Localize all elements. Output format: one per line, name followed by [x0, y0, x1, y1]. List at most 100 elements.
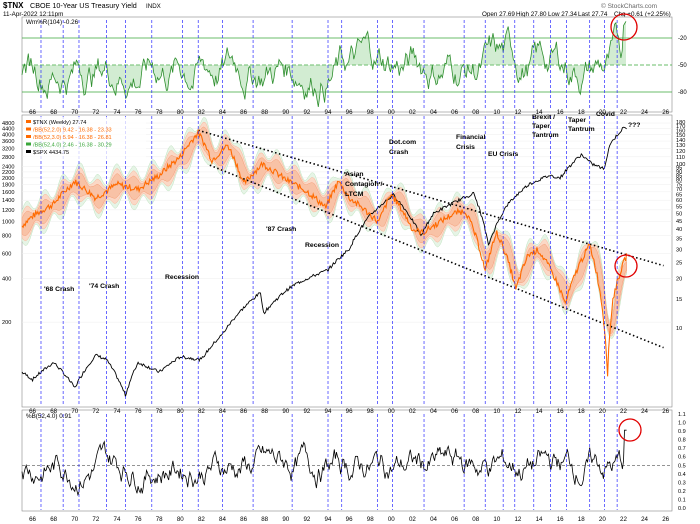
- x-tick-label-bottom: 80: [177, 516, 184, 523]
- x-tick-label-mid: 22: [620, 408, 627, 415]
- legend-entry: $SPX 4434.75: [33, 150, 69, 156]
- x-tick-label-mid: 80: [177, 408, 184, 415]
- percentb-tick-label: 1.1: [678, 412, 686, 418]
- percentb-tick-label: 0.5: [678, 463, 686, 469]
- x-tick-label-top: 18: [578, 109, 585, 116]
- legend-entry: $TNX (Weekly) 27.74: [33, 120, 86, 126]
- x-tick-label-mid: 96: [346, 408, 353, 415]
- annotation-financial: Financial: [456, 134, 486, 141]
- last-value: Last 27.74: [578, 11, 608, 18]
- percentb-tick-label: 0.4: [678, 472, 686, 478]
- y-left-tick-label: 600: [2, 251, 11, 257]
- y-right-tick-label: 160: [676, 128, 685, 134]
- y-right-tick-label: 75: [676, 182, 682, 188]
- annotation-68-crash: '68 Crash: [44, 286, 74, 293]
- x-tick-label-mid: 02: [409, 408, 416, 415]
- y-right-tick-label: 35: [676, 237, 682, 243]
- y-right-tick-label: 95: [676, 165, 682, 171]
- x-tick-label-top: 86: [240, 109, 247, 116]
- x-tick-label-bottom: 22: [620, 516, 627, 523]
- x-tick-label-top: 04: [430, 109, 437, 116]
- x-tick-label-bottom: 76: [135, 516, 142, 523]
- willr-panel: [21, 21, 627, 107]
- x-tick-label-top: 22: [620, 109, 627, 116]
- x-tick-label-mid: 06: [451, 408, 458, 415]
- annotation-contagion: Contagion /: [345, 181, 382, 188]
- security-name: CBOE 10-Year US Treasury Yield: [30, 1, 137, 10]
- bb-2-band: [21, 126, 627, 334]
- x-tick-label-top: 26: [662, 109, 669, 116]
- x-tick-label-mid: 98: [367, 408, 374, 415]
- willr-tick-label: -20: [678, 36, 687, 42]
- y-right-tick-label: 70: [676, 187, 682, 193]
- datetime: 11-Apr-2022 12:11pm: [3, 11, 63, 18]
- annotation-recession-1990: Recession: [305, 242, 339, 249]
- x-tick-label-top: 82: [198, 109, 205, 116]
- y-right-tick-label: 130: [676, 143, 685, 149]
- y-right-tick-label: 25: [676, 261, 682, 267]
- x-tick-label-top: 96: [346, 109, 353, 116]
- exchange: INDX: [146, 3, 161, 10]
- main-panel-frame: [21, 114, 673, 408]
- price-panel: [21, 117, 664, 397]
- x-tick-label-top: 78: [156, 109, 163, 116]
- x-tick-label-mid: 68: [50, 408, 57, 415]
- x-tick-label-top: 08: [472, 109, 479, 116]
- percent-b-panel: [21, 429, 627, 497]
- x-tick-label-top: 66: [29, 109, 36, 116]
- x-tick-label-top: 90: [282, 109, 289, 116]
- x-tick-label-mid: 66: [29, 408, 36, 415]
- y-right-tick-label: 10: [676, 326, 682, 332]
- open-value: Open 27.69: [482, 11, 515, 18]
- y-left-tick-label: 2400: [2, 164, 14, 170]
- x-tick-label-bottom: 84: [219, 516, 226, 523]
- x-tick-label-top: 24: [641, 109, 648, 116]
- y-right-tick-label: 170: [676, 124, 685, 130]
- tnx-series-line: [21, 129, 628, 377]
- change-value: Chg +0.61 (+2.25%): [614, 11, 671, 18]
- x-tick-label-top: 80: [177, 109, 184, 116]
- x-tick-label-bottom: 00: [388, 516, 395, 523]
- willr-tick-label: -80: [678, 90, 687, 96]
- legend-swatch: [26, 120, 31, 123]
- legend-entry: /BB(52,4.0) 2.46 - 16.38 - 30.29: [33, 143, 112, 149]
- y-left-tick-label: 200: [2, 320, 11, 326]
- annotation-taper-1: Taper: [532, 123, 550, 130]
- percent-b-legend: %B(52,4.0) 0.91: [26, 413, 72, 420]
- percentb-tick-label: 0.2: [678, 489, 686, 495]
- legend-swatch: [26, 150, 31, 153]
- high-value: High 27.80: [516, 11, 547, 18]
- x-tick-label-bottom: 74: [114, 516, 121, 523]
- y-right-tick-label: 65: [676, 193, 682, 199]
- x-tick-label-bottom: 06: [451, 516, 458, 523]
- y-right-tick-label: 180: [676, 120, 685, 126]
- y-right-tick-label: 100: [676, 162, 685, 168]
- y-left-tick-label: 4800: [2, 121, 14, 127]
- x-tick-label-mid: 08: [472, 408, 479, 415]
- chart-header: $TNX CBOE 10-Year US Treasury Yield INDX…: [3, 1, 671, 18]
- x-tick-label-bottom: 66: [29, 516, 36, 523]
- annotation-tantrum-1: Tantrum: [532, 132, 559, 139]
- legend-swatch: [26, 142, 31, 146]
- y-left-tick-label: 1400: [2, 198, 14, 204]
- annotation-tantrum-2: Tantrum: [568, 126, 595, 133]
- x-tick-label-mid: 78: [156, 408, 163, 415]
- annotation-87-crash: '87 Crash: [266, 226, 296, 233]
- x-tick-label-top: 74: [114, 109, 121, 116]
- x-tick-label-top: 20: [599, 109, 606, 116]
- x-tick-label-bottom: 18: [578, 516, 585, 523]
- x-tick-label-mid: 24: [641, 408, 648, 415]
- x-tick-label-bottom: 88: [261, 516, 268, 523]
- legend-swatch: [26, 127, 31, 131]
- y-right-tick-label: 50: [676, 211, 682, 217]
- y-left-tick-label: 4000: [2, 132, 14, 138]
- x-tick-label-mid: 00: [388, 408, 395, 415]
- annotation-taper-2: Taper: [568, 117, 586, 124]
- x-tick-label-top: 10: [493, 109, 500, 116]
- annotation-74-crash: '74 Crash: [89, 283, 119, 290]
- x-tick-label-bottom: 70: [71, 516, 78, 523]
- x-tick-label-top: 06: [451, 109, 458, 116]
- legend-entry: /BB(52,3.0) 5.94 - 16.38 - 26.81: [33, 135, 112, 141]
- x-tick-label-bottom: 02: [409, 516, 416, 523]
- x-tick-label-mid: 94: [325, 408, 332, 415]
